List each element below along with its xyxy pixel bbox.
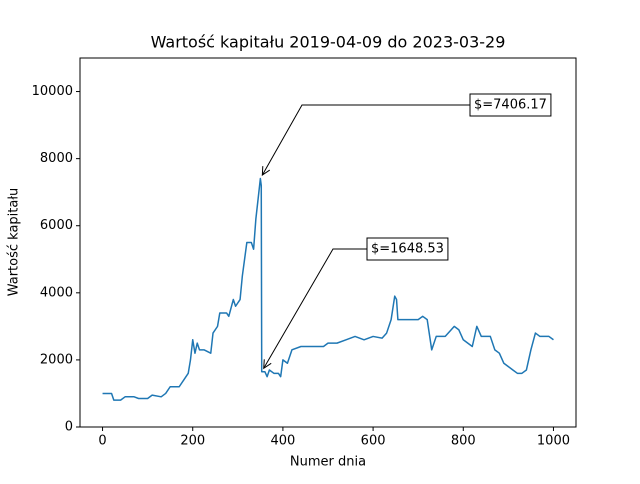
arrow-head bbox=[261, 166, 271, 177]
y-tick-label: 8000 bbox=[40, 151, 73, 166]
x-axis-label: Numer dnia bbox=[290, 455, 366, 470]
chart-title: Wartość kapitału 2019-04-09 do 2023-03-2… bbox=[151, 33, 506, 52]
x-tick-label: 400 bbox=[270, 434, 295, 449]
x-tick-label: 0 bbox=[98, 434, 106, 449]
annotation-arrow bbox=[263, 248, 367, 369]
y-tick-label: 2000 bbox=[40, 352, 73, 367]
x-tick-label: 800 bbox=[451, 434, 476, 449]
x-tick-label: 600 bbox=[361, 434, 386, 449]
plot-frame bbox=[79, 57, 577, 428]
y-tick-label: 4000 bbox=[40, 285, 73, 300]
y-tick-label: 0 bbox=[65, 420, 73, 435]
y-tick-label: 10000 bbox=[32, 84, 73, 99]
annotation-arrow bbox=[261, 104, 470, 176]
arrow-head bbox=[263, 359, 272, 370]
annotation-label: $=7406.17 bbox=[474, 98, 547, 113]
annotation-box bbox=[469, 93, 552, 117]
y-axis-label: Wartość kapitału bbox=[7, 188, 22, 297]
x-tick-label: 200 bbox=[180, 434, 205, 449]
annotation-label: $=1648.53 bbox=[371, 242, 444, 257]
x-tick-label: 1000 bbox=[537, 434, 570, 449]
annotation-box bbox=[366, 237, 449, 261]
y-tick-label: 6000 bbox=[40, 218, 73, 233]
line bbox=[102, 177, 554, 401]
